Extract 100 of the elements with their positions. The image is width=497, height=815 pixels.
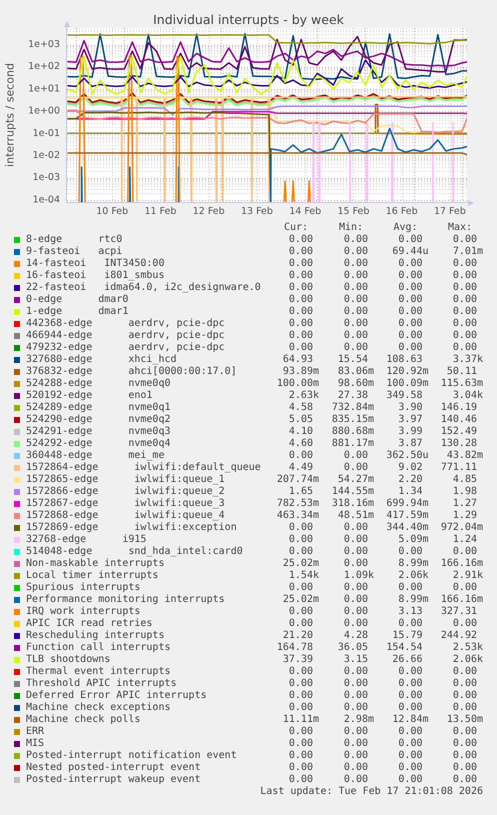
text: 0.00 [398,762,422,774]
text: 0.00 [398,582,422,594]
text: 1.09k [344,570,374,582]
text: 0.00 [452,318,477,330]
text: 2.53k [452,642,483,654]
text: 0.00 [288,270,313,282]
legend-label: Nested posted-interrupt event [26,762,201,774]
text: 0.00 [288,606,313,618]
legend-label: 376832-edge ahci[0000:00:17.0] [26,366,237,378]
legend-label: 479232-edge aerdrv, pcie-dpc [26,342,225,354]
text: 0.00 [344,774,368,786]
text: 4.85 [452,474,477,486]
text: 36.05 [338,642,368,654]
text: 0.00 [344,270,368,282]
text: 1.27 [452,498,477,510]
text: 5.05 [288,414,313,426]
text: 0.00 [288,342,313,354]
y-tick-label: 1e+00 [28,106,60,117]
text: 0.00 [288,450,313,462]
text: 15.79 [392,630,422,642]
text: 417.59m [386,510,428,522]
text: 3.97 [398,414,422,426]
text: 0.00 [398,294,422,306]
legend-label: 524291-edge nvme0q3 [26,426,170,438]
legend-label: TLB shootdowns [26,654,110,666]
text: 0.00 [344,534,368,546]
text: 164.78 [276,642,313,654]
text: 0.00 [288,666,313,678]
text: 0.00 [288,330,313,342]
text: 0.00 [398,342,422,354]
y-axis-title: interrupts / second [3,63,16,167]
text: 3.13 [398,606,422,618]
legend-label: Machine check exceptions [26,702,170,714]
text: 0.00 [452,738,477,750]
text: 0.00 [344,294,368,306]
text: 0.00 [452,270,477,282]
text: 130.28 [440,438,477,450]
legend-label: APIC ICR read retries [26,618,152,630]
text: 100.00m [276,378,319,390]
text: 64.93 [282,354,313,366]
text: 881.17m [332,438,374,450]
legend-label: 524292-edge nvme0q4 [26,438,170,450]
text: 244.92 [440,630,477,642]
text: 0.00 [452,546,477,558]
text: 0.00 [398,678,422,690]
text: 0.00 [288,306,313,318]
text: 0.00 [452,330,477,342]
text: 27.38 [338,390,368,402]
text: 0.00 [398,282,422,294]
text: 2.91k [452,570,483,582]
text: 0.00 [344,258,368,270]
text: 0.00 [398,774,422,786]
text: 140.46 [440,414,477,426]
text: 3.15 [344,654,368,666]
text: 0.00 [344,666,368,678]
legend-label: 466944-edge aerdrv, pcie-dpc [26,330,225,342]
text: 1.34 [398,486,422,498]
text: 0.00 [452,774,477,786]
legend-label: 1572867-edge iwlwifi:queue_3 [26,498,225,510]
text: 1.65 [288,486,313,498]
legend-label: 524288-edge nvme0q0 [26,378,170,390]
text: 0.00 [344,678,368,690]
text: 2.06k [398,570,428,582]
text: 5.09m [398,534,428,546]
text: 1.54k [288,570,319,582]
legend-label: 360448-edge mei_me [26,450,164,462]
text: 0.00 [288,546,313,558]
text: 0.00 [288,750,313,762]
text: 0.00 [344,618,368,630]
text: 8.99m [398,594,428,606]
text: 50.11 [446,366,477,378]
text: 54.27m [338,474,374,486]
text: 37.39 [282,654,313,666]
text: 0.00 [288,234,313,246]
legend-label: 14-fasteoi INT3450:00 [26,258,164,270]
text: 0.00 [398,618,422,630]
text: 2.63k [288,390,319,402]
text: 98.60m [338,378,374,390]
y-tick-label: 1e-01 [32,128,60,139]
text: 3.90 [398,402,422,414]
text: 3.87 [398,438,422,450]
text: 0.00 [344,282,368,294]
text: 0.00 [452,690,477,702]
text: 0.00 [288,726,313,738]
text: 7.01m [452,246,483,258]
text: 15.54 [338,354,368,366]
legend-label: 514048-edge snd_hda_intel:card0 [26,546,243,558]
x-tick-label: 12 Feb [192,206,225,218]
text: 0.00 [288,762,313,774]
legend-label: 9-fasteoi acpi [26,246,122,258]
y-tick-label: 1e+01 [28,83,60,94]
text: 0.00 [288,738,313,750]
text: 0.00 [452,666,477,678]
legend-label: 520192-edge eno1 [26,390,152,402]
text: 207.74m [276,474,319,486]
legend-label: MIS [26,738,44,750]
text: 0.00 [344,702,368,714]
text: 3.99 [398,426,422,438]
text: 0.00 [452,762,477,774]
text: 0.00 [344,450,368,462]
